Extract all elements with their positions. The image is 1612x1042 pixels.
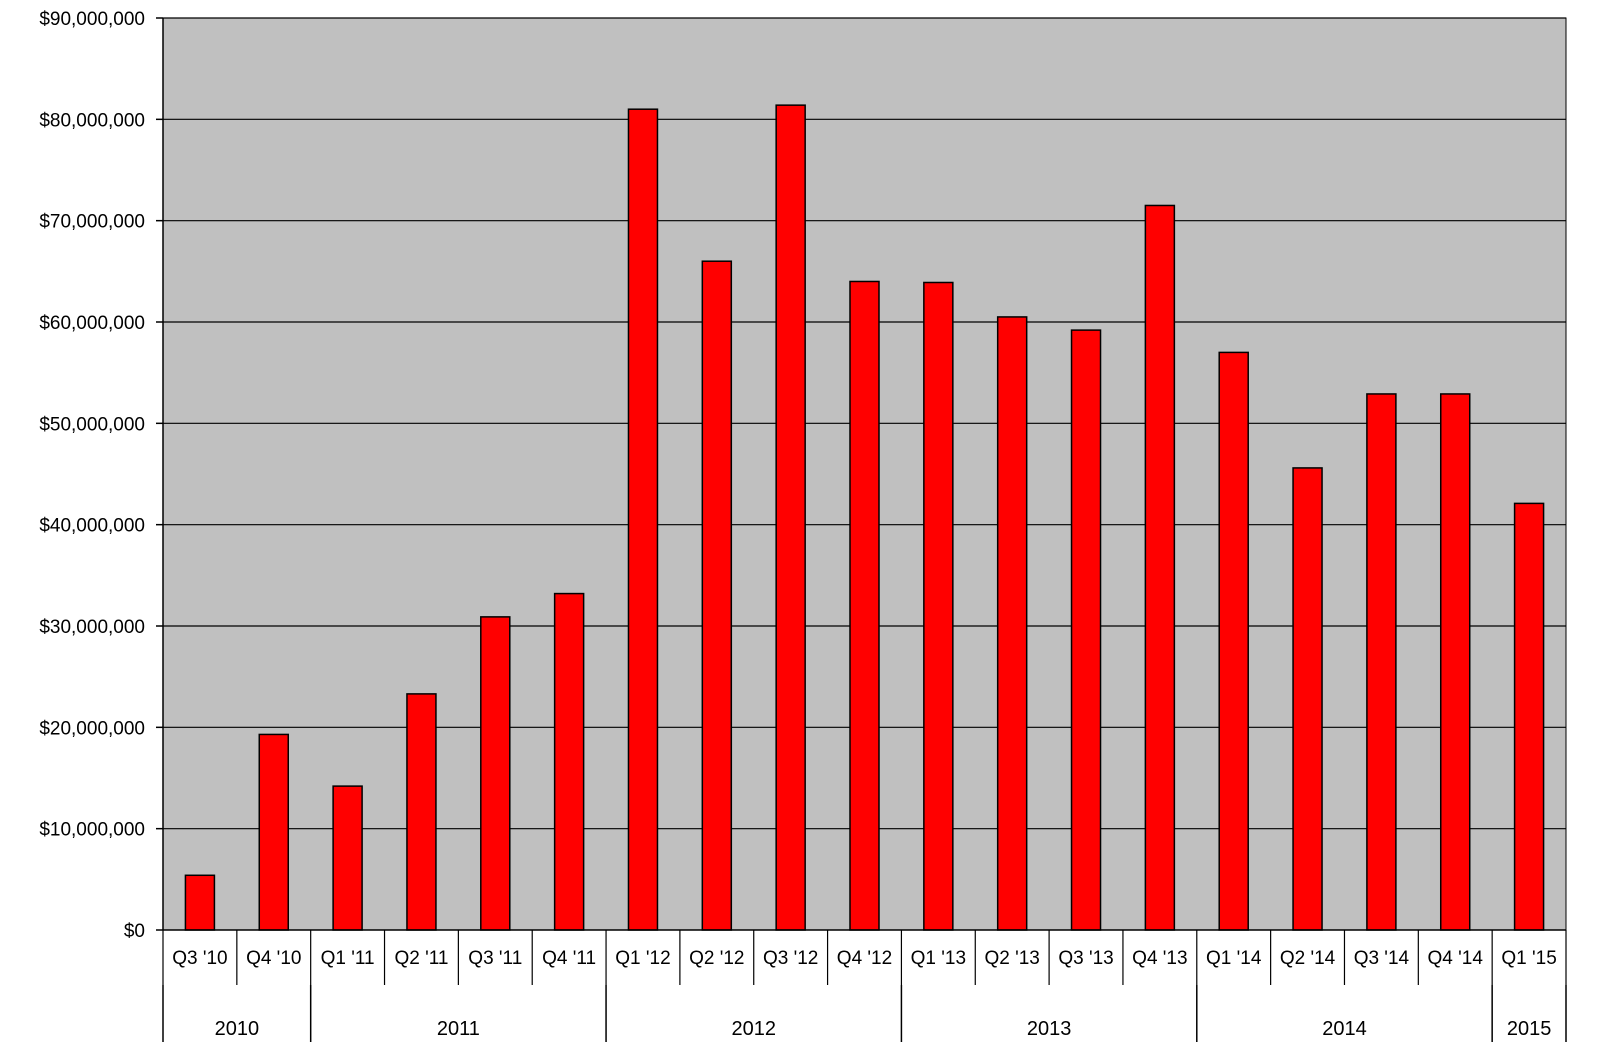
- x-tick-label: Q1 '13: [911, 948, 966, 969]
- bar: [406, 693, 437, 931]
- bar: [701, 260, 733, 931]
- x-year-label: 2014: [1322, 1018, 1367, 1040]
- bar: [480, 616, 511, 931]
- bar: [1513, 502, 1545, 931]
- bar: [1292, 467, 1323, 931]
- bar: [184, 874, 216, 931]
- x-tick-label: Q1 '14: [1206, 948, 1262, 969]
- bars: [184, 104, 1545, 931]
- y-tick-label: $90,000,000: [39, 9, 145, 30]
- bar: [1218, 351, 1249, 931]
- x-tick-label: Q3 '12: [763, 948, 818, 969]
- x-tick-label: Q4 '12: [837, 948, 892, 969]
- bar: [627, 108, 659, 931]
- x-tick-label: Q2 '11: [394, 948, 448, 969]
- bar: [923, 281, 954, 931]
- x-year-label: 2012: [731, 1018, 776, 1040]
- y-axis: $0 $10,000,000 $20,000,000 $30,000,000 $40,0…: [39, 9, 164, 942]
- y-tick-label: $0: [124, 921, 145, 942]
- bar: [1439, 393, 1471, 931]
- bar: [1144, 204, 1176, 931]
- bar: [775, 104, 806, 931]
- y-tick-label: $40,000,000: [39, 516, 145, 537]
- y-tick-label: $20,000,000: [39, 718, 145, 739]
- x-tick-label: Q2 '14: [1280, 948, 1336, 969]
- x-tick-label: Q1 '15: [1501, 948, 1556, 969]
- x-year-label: 2015: [1507, 1018, 1552, 1040]
- x-tick-label: Q4 '13: [1132, 948, 1187, 969]
- x-tick-label: Q3 '10: [172, 948, 227, 969]
- x-tick-label: Q4 '11: [542, 948, 596, 969]
- y-tick-label: $30,000,000: [39, 617, 145, 638]
- x-tick-label: Q3 '13: [1058, 948, 1113, 969]
- bar: [1366, 393, 1397, 931]
- bar: [258, 733, 290, 931]
- x-tick-label: Q4 '14: [1428, 948, 1484, 969]
- bar: [553, 592, 585, 931]
- x-tick-label: Q3 '11: [468, 948, 522, 969]
- bar: [849, 280, 880, 931]
- x-tick-label: Q4 '10: [246, 948, 301, 969]
- x-year-label: 2013: [1027, 1018, 1072, 1040]
- x-tick-label: Q1 '12: [615, 948, 670, 969]
- y-tick-label: $60,000,000: [39, 313, 145, 334]
- bar: [332, 785, 363, 931]
- x-tick-label: Q2 '12: [689, 948, 744, 969]
- x-axis: Q3 '10 Q4 '10 Q1 '11 Q2 '11 Q3 '11 Q4 '11 Q1 '…: [162, 929, 1567, 1042]
- x-tick-label: Q3 '14: [1354, 948, 1410, 969]
- x-year-label: 2010: [215, 1018, 260, 1040]
- x-year-label: 2011: [437, 1018, 480, 1040]
- bar: [1070, 329, 1102, 931]
- x-tick-label: Q1 '11: [321, 948, 375, 969]
- bar: [996, 316, 1028, 931]
- y-tick-label: $70,000,000: [39, 212, 145, 233]
- y-tick-label: $80,000,000: [39, 110, 145, 131]
- y-tick-label: $50,000,000: [39, 414, 145, 435]
- y-tick-label: $10,000,000: [39, 820, 145, 841]
- x-tick-label: Q2 '13: [984, 948, 1039, 969]
